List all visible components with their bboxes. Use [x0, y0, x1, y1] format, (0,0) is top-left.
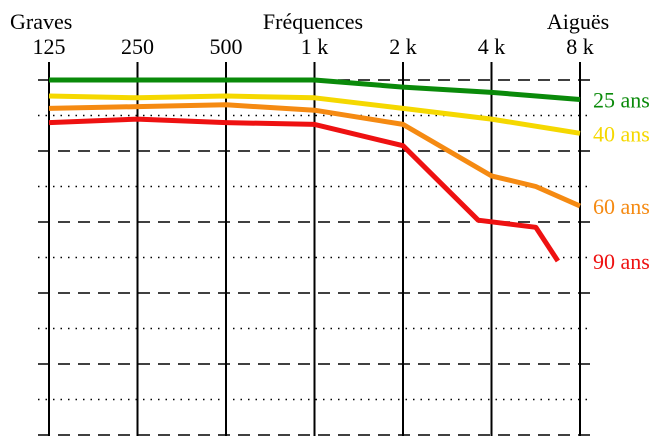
x-tick-label: 4 k: [478, 34, 506, 59]
series-lines: [48, 77, 582, 263]
series-line: [48, 116, 560, 263]
series-labels: 25 ans 40 ans 60 ans 90 ans: [593, 88, 650, 275]
right-axis-label: Aiguës: [547, 9, 609, 34]
left-axis-label: Graves: [10, 9, 72, 34]
series-line: [48, 93, 581, 136]
x-tick-label: 1 k: [301, 34, 329, 59]
series-line: [48, 102, 582, 209]
chart-title: Fréquences: [263, 9, 363, 34]
x-tick-label: 500: [210, 34, 243, 59]
x-tick-labels: 125 250 500 1 k 2 k 4 k 8 k: [33, 34, 594, 59]
series-label: 25 ans: [593, 88, 650, 113]
x-tick-label: 125: [33, 34, 66, 59]
series-line: [49, 77, 581, 102]
series-label: 40 ans: [593, 121, 650, 146]
x-tick-label: 8 k: [566, 34, 594, 59]
series-label: 90 ans: [593, 249, 650, 274]
series-label: 60 ans: [593, 194, 650, 219]
x-tick-label: 2 k: [389, 34, 417, 59]
x-tick-label: 250: [121, 34, 154, 59]
